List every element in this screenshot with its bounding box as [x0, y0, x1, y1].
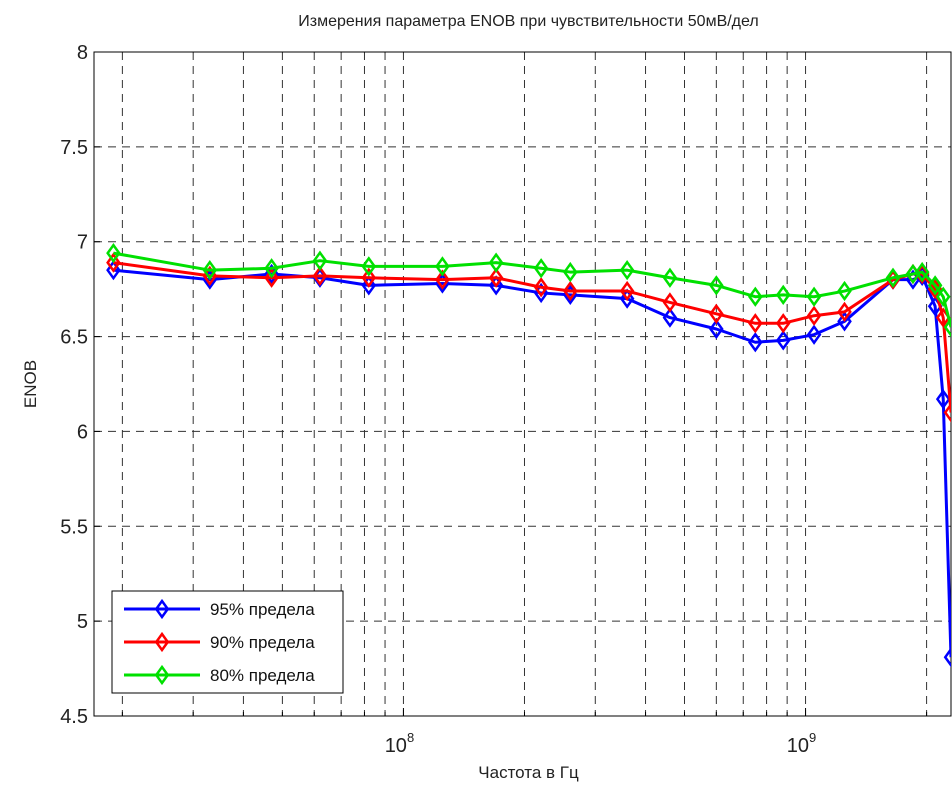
- data-point: [837, 311, 852, 332]
- legend-item: 80% предела: [124, 664, 315, 686]
- data-point: [709, 303, 724, 324]
- data-point: [837, 301, 852, 323]
- x-tick-label: 108: [385, 730, 414, 757]
- data-point: [154, 598, 170, 620]
- y-tick-label: 6.5: [60, 327, 88, 349]
- legend-item: 90% предела: [124, 631, 315, 653]
- data-point: [935, 286, 951, 307]
- data-point: [563, 280, 578, 302]
- series-3: [106, 242, 951, 338]
- data-point: [619, 288, 635, 309]
- x-axis-label: Частота в Гц: [478, 763, 579, 782]
- data-point: [488, 252, 504, 273]
- plot-frame: [93, 51, 952, 717]
- data-point: [935, 389, 951, 410]
- data-point: [106, 242, 121, 264]
- data-point: [709, 318, 724, 340]
- data-point: [488, 275, 504, 296]
- y-tick-label: 6: [77, 421, 88, 443]
- data-point: [361, 275, 377, 296]
- data-point: [264, 258, 279, 279]
- series-2: [106, 252, 951, 423]
- data-point: [662, 267, 678, 288]
- data-point: [837, 280, 852, 302]
- data-point: [943, 647, 951, 668]
- data-point: [806, 286, 822, 307]
- data-point: [806, 324, 822, 345]
- data-point: [662, 292, 678, 313]
- data-point: [202, 260, 218, 281]
- y-tick-label: 7: [77, 232, 88, 254]
- y-axis-label: ENOB: [21, 360, 40, 408]
- data-point: [533, 258, 549, 279]
- series-layer: [106, 242, 951, 668]
- series-line: [113, 261, 951, 413]
- y-tick-label: 5.5: [60, 516, 88, 538]
- y-tick-label: 4.5: [60, 706, 88, 728]
- data-point: [533, 277, 549, 298]
- axis-ticks: [94, 51, 928, 717]
- data-point: [806, 305, 822, 326]
- legend: 95% предела 90% предела 80% предела: [111, 590, 344, 694]
- data-point: [435, 256, 450, 277]
- data-point: [106, 260, 121, 281]
- legend-label: 90% предела: [210, 633, 315, 652]
- data-point: [775, 284, 791, 305]
- data-point: [619, 280, 635, 302]
- legend-item: 95% предела: [124, 598, 315, 620]
- data-point: [775, 330, 791, 351]
- data-point: [154, 631, 170, 653]
- data-point: [361, 256, 377, 277]
- data-point: [885, 267, 901, 288]
- legend-label: 80% предела: [210, 666, 315, 685]
- x-tick-labels: 108 109: [385, 730, 817, 757]
- data-point: [312, 250, 328, 271]
- data-point: [154, 664, 170, 686]
- chart-title: Измерения параметра ENOB при чувствитель…: [298, 13, 758, 30]
- legend-label: 95% предела: [210, 600, 315, 619]
- data-point: [264, 267, 279, 288]
- y-tick-label: 8: [77, 42, 88, 64]
- y-tick-label: 7.5: [60, 137, 88, 159]
- data-point: [709, 275, 724, 296]
- data-point: [748, 286, 763, 307]
- data-point: [943, 316, 951, 338]
- data-point: [361, 267, 377, 288]
- data-point: [106, 252, 121, 273]
- data-point: [563, 261, 578, 283]
- data-point: [914, 261, 930, 283]
- data-point: [927, 275, 943, 296]
- data-point: [775, 313, 791, 334]
- data-point: [943, 402, 951, 423]
- data-point: [748, 332, 763, 353]
- data-point: [312, 265, 328, 287]
- data-point: [619, 260, 635, 281]
- data-point: [748, 313, 763, 334]
- data-point: [662, 307, 678, 328]
- data-point: [488, 267, 504, 288]
- y-tick-label: 5: [77, 611, 88, 633]
- x-tick-label: 109: [787, 730, 816, 757]
- y-tick-labels: 4.5 5 5.5 6 6.5 7 7.5 8: [60, 42, 88, 728]
- data-point: [435, 269, 450, 290]
